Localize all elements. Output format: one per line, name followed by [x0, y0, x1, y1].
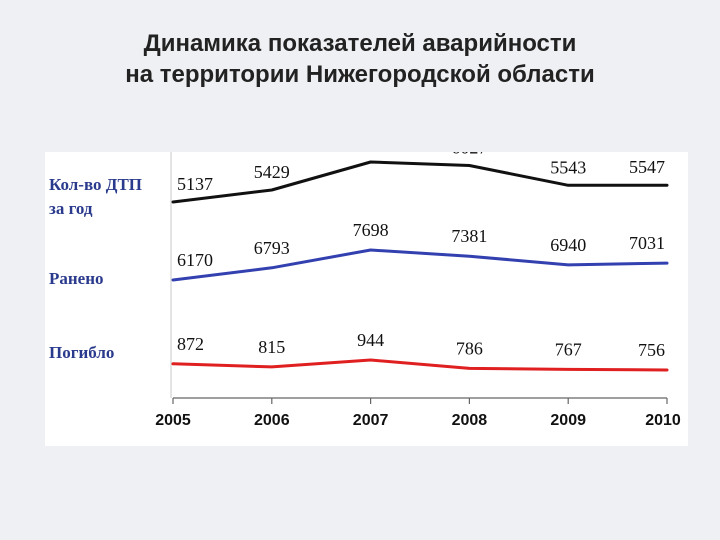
- legend-label: за год: [49, 199, 93, 218]
- data-label: 6793: [254, 238, 290, 258]
- data-label: 6112: [353, 152, 388, 154]
- chart-panel: 5137 5429 6112 6027 5543 5547 6170 6793 7698 7381…: [45, 152, 688, 446]
- x-tick-label: 2005: [155, 412, 191, 429]
- x-tick-label: 2006: [254, 412, 290, 429]
- x-tick-label: 2008: [452, 412, 488, 429]
- data-label: 767: [555, 339, 582, 359]
- data-label: 5547: [629, 157, 665, 177]
- data-label: 872: [177, 334, 204, 354]
- slide-title: Динамика показателей аварийности на терр…: [0, 28, 720, 90]
- data-label: 7381: [451, 226, 487, 246]
- data-label: 7031: [629, 233, 665, 253]
- data-label: 6170: [177, 250, 213, 270]
- data-label: 815: [258, 337, 285, 357]
- data-label: 944: [357, 330, 384, 350]
- data-label: 786: [456, 338, 483, 358]
- data-label: 7698: [353, 220, 389, 240]
- x-tick-label: 2009: [550, 412, 586, 429]
- data-label: 6027: [451, 152, 487, 157]
- data-label: 5137: [177, 174, 213, 194]
- data-label: 5429: [254, 162, 290, 182]
- x-axis: 2005 2006 2007 2008 2009 2010: [155, 397, 681, 429]
- slide-title-line-1: Динамика показателей аварийности: [143, 30, 577, 57]
- data-label: 5543: [550, 157, 586, 177]
- line-chart: 5137 5429 6112 6027 5543 5547 6170 6793 7698 7381…: [49, 152, 681, 429]
- x-tick-label: 2007: [353, 412, 389, 429]
- slide-title-line-2: на территории Нижегородской области: [125, 61, 595, 88]
- legend-label: Погибло: [49, 343, 114, 362]
- series-line-2: [171, 248, 669, 282]
- legend-label: Кол-во ДТП: [49, 175, 142, 194]
- series-line-1: [171, 160, 669, 204]
- data-label: 6940: [550, 235, 586, 255]
- legend: Кол-во ДТП за год Ранено Погибло: [49, 175, 142, 362]
- series-layer: 5137 5429 6112 6027 5543 5547 6170 6793 7698 7381…: [171, 152, 669, 372]
- series-line-3: [171, 358, 669, 372]
- x-tick-label: 2010: [645, 412, 681, 429]
- legend-label: Ранено: [49, 269, 104, 288]
- data-label: 756: [638, 340, 665, 360]
